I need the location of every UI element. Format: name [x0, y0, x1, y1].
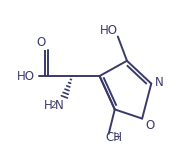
Text: 3: 3	[113, 133, 119, 142]
Text: H: H	[44, 99, 53, 112]
Text: CH: CH	[105, 131, 122, 144]
Text: HO: HO	[100, 24, 118, 37]
Text: O: O	[146, 119, 155, 132]
Text: O: O	[36, 36, 46, 49]
Text: 2: 2	[50, 101, 56, 110]
Text: N: N	[54, 99, 63, 112]
Text: N: N	[155, 76, 164, 89]
Text: HO: HO	[17, 69, 35, 83]
